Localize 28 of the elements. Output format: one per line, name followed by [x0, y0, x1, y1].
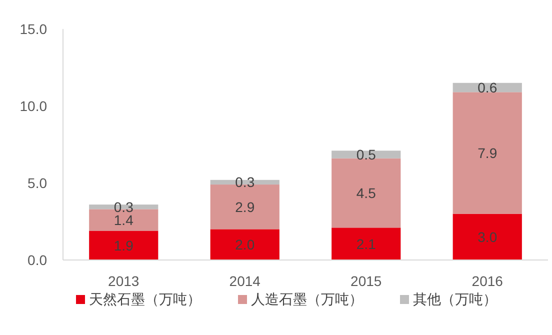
legend-label: 其他（万吨）	[413, 291, 497, 307]
data-label: 7.9	[478, 144, 498, 161]
legend-label: 人造石墨（万吨）	[251, 291, 363, 307]
x-tick-label: 2014	[229, 273, 261, 289]
bar	[89, 230, 158, 260]
data-label: 3.0	[478, 228, 498, 245]
x-tick-label: 2016	[472, 273, 504, 289]
y-tick-label: 5.0	[28, 175, 48, 191]
data-label: 0.5	[356, 146, 376, 163]
bar	[210, 229, 280, 260]
data-label: 0.6	[478, 80, 498, 96]
bar	[332, 228, 401, 260]
bar	[452, 214, 522, 260]
legend-label: 天然石墨（万吨）	[89, 291, 201, 307]
bar	[332, 150, 401, 158]
data-label: 0.3	[235, 174, 255, 190]
y-tick-label: 10.0	[20, 98, 48, 114]
data-label: 2.0	[235, 236, 255, 253]
x-tick-label: 2015	[350, 273, 382, 289]
y-tick-label: 15.0	[20, 21, 48, 37]
data-label: 2.9	[235, 198, 255, 215]
y-tick-label: 0.0	[28, 252, 48, 268]
data-label: 4.5	[356, 185, 376, 202]
data-label: 2.1	[356, 236, 376, 252]
data-label: 1.9	[114, 237, 134, 254]
bar	[332, 158, 401, 228]
x-tick-label: 2013	[108, 273, 140, 289]
bar	[452, 92, 522, 214]
